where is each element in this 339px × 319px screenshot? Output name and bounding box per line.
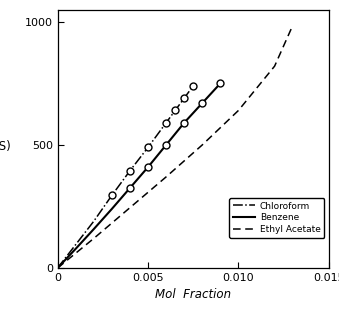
Legend: Chloroform, Benzene, Ethyl Acetate: Chloroform, Benzene, Ethyl Acetate [229,198,324,238]
X-axis label: Mol  Fraction: Mol Fraction [155,288,231,301]
Y-axis label: ΔR
(OHMS): ΔR (OHMS) [0,125,11,153]
